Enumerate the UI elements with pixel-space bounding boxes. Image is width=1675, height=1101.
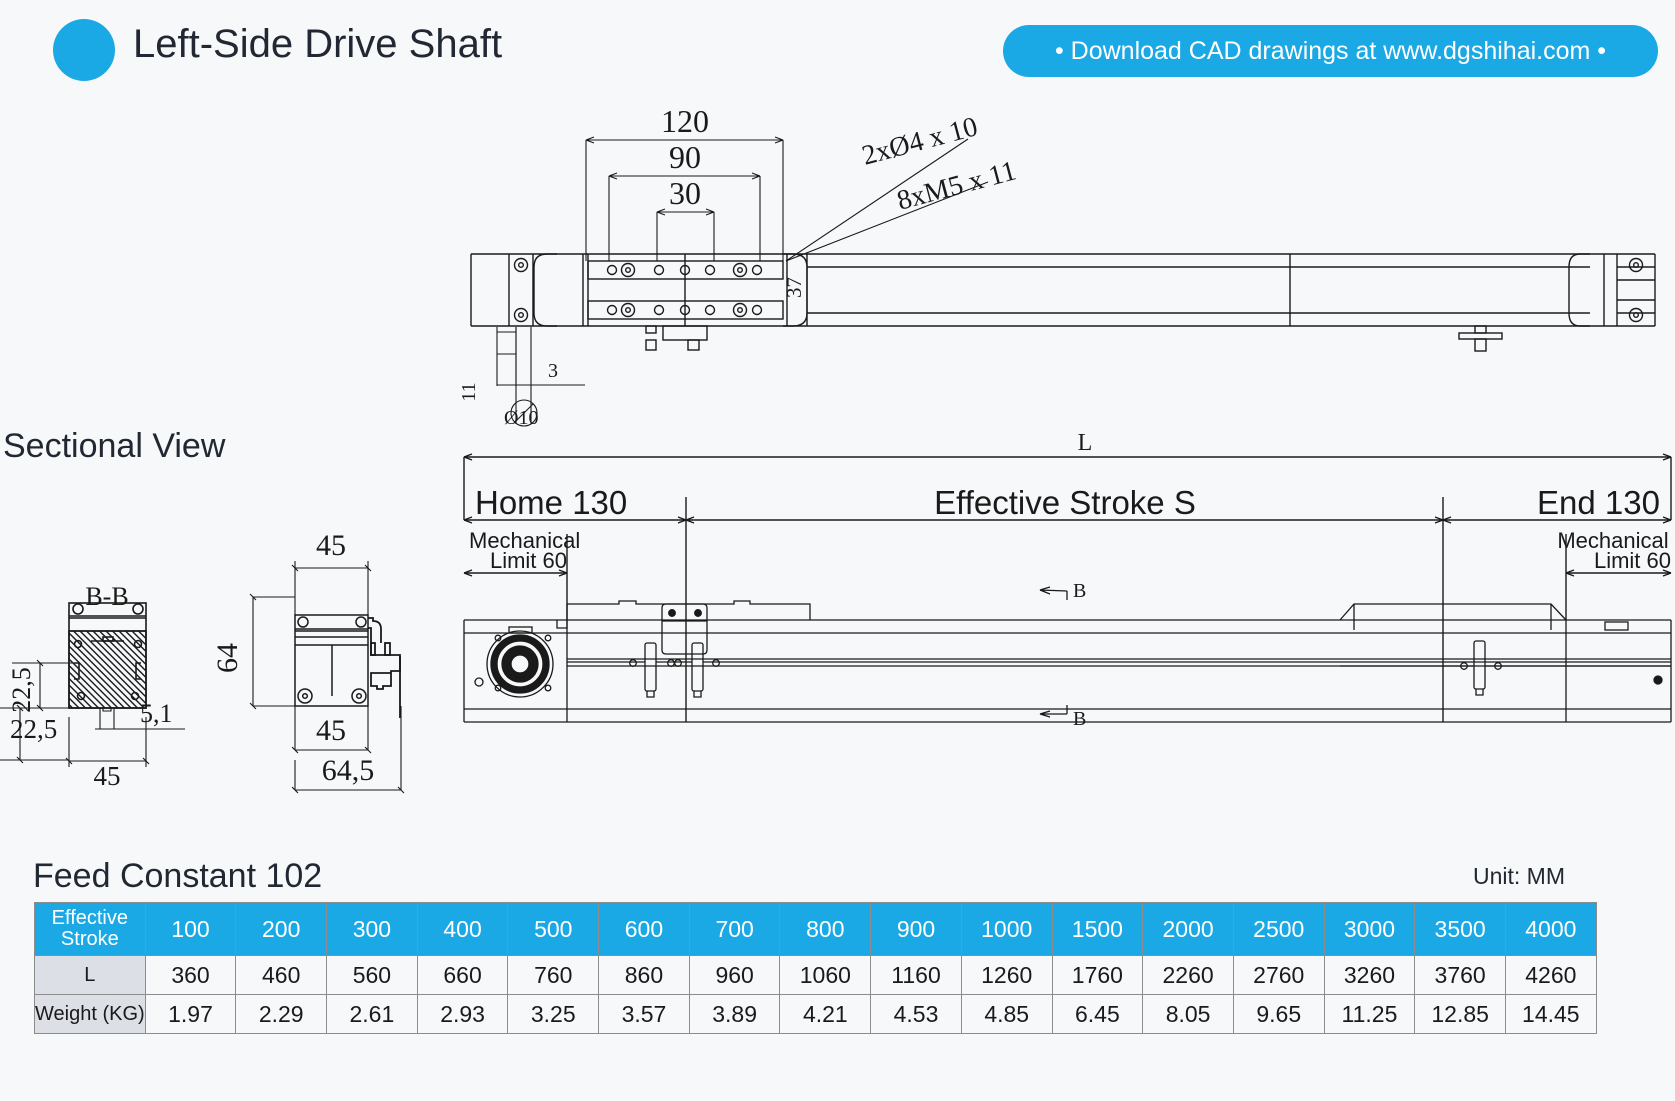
svg-text:45: 45 [316, 714, 346, 747]
svg-text:Effective Stroke S: Effective Stroke S [934, 484, 1196, 521]
svg-text:45: 45 [94, 761, 121, 791]
svg-text:64: 64 [211, 643, 244, 673]
svg-text:30: 30 [669, 175, 701, 211]
svg-text:8xM5 x 11: 8xM5 x 11 [894, 155, 1020, 216]
svg-text:Ø10: Ø10 [504, 407, 538, 429]
svg-text:90: 90 [669, 139, 701, 175]
svg-text:37: 37 [782, 277, 806, 298]
svg-text:B-B: B-B [85, 582, 128, 611]
svg-text:120: 120 [661, 103, 709, 139]
svg-text:B: B [1073, 580, 1086, 602]
svg-text:End 130: End 130 [1537, 484, 1660, 521]
svg-text:2xØ4 x 10: 2xØ4 x 10 [859, 111, 981, 172]
svg-text:64,5: 64,5 [322, 754, 375, 787]
svg-text:Home 130: Home 130 [475, 484, 627, 521]
svg-text:11: 11 [458, 382, 480, 401]
svg-text:45: 45 [316, 529, 346, 562]
svg-text:5,1: 5,1 [140, 699, 173, 728]
svg-text:Limit 60: Limit 60 [1594, 548, 1671, 573]
svg-text:22,5: 22,5 [7, 667, 36, 713]
svg-text:22,5: 22,5 [10, 714, 57, 744]
svg-text:L: L [1078, 430, 1093, 456]
svg-text:Limit 60: Limit 60 [490, 548, 567, 573]
svg-text:3: 3 [548, 360, 558, 382]
svg-text:B: B [1073, 708, 1086, 730]
